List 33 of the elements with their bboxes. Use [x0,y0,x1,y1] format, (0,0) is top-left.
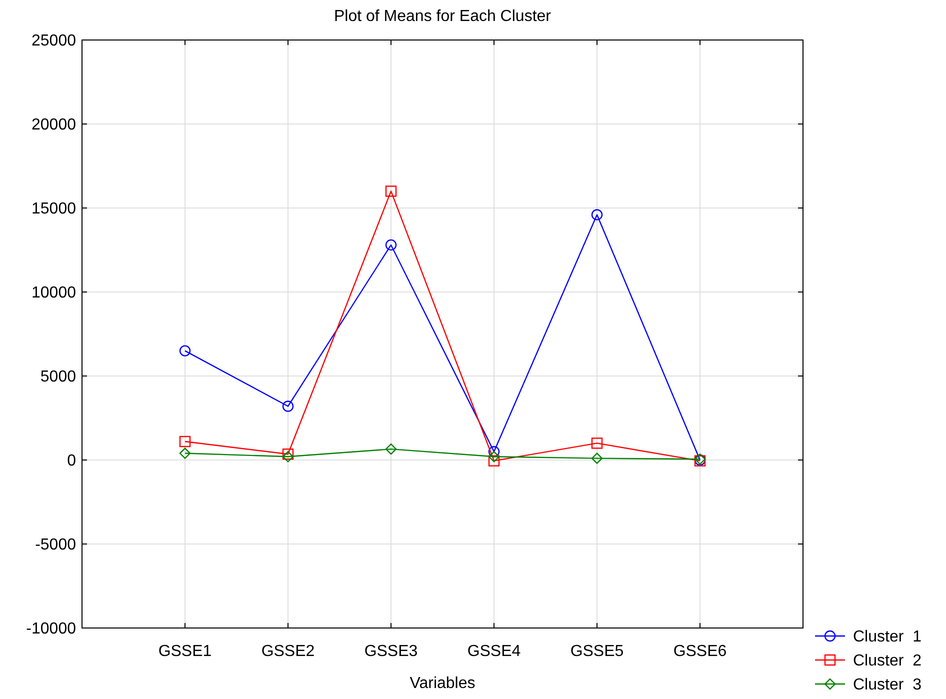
point [179,448,191,459]
point [179,345,191,356]
y-tick-label: 0 [67,452,76,470]
point [282,451,294,462]
point [488,455,500,466]
y-tick-label: 15000 [32,200,76,218]
x-axis-title: Variables [410,675,476,692]
y-tick-label: 25000 [32,32,76,50]
y-tick-label: -5000 [35,536,76,554]
legend-label: Cluster 2 [853,652,922,670]
x-tick-label: GSSE5 [570,643,624,660]
x-tick-label: GSSE4 [467,643,521,660]
point [488,451,500,462]
y-tick-label: 10000 [32,284,76,302]
x-tick-label: GSSE6 [673,643,727,660]
x-tick-label: GSSE2 [261,643,315,660]
legend-label: Cluster 3 [853,676,922,694]
y-tick-label: 20000 [32,116,76,134]
point [385,239,397,251]
y-tick-label: -10000 [26,620,76,638]
x-tick-label: GSSE1 [158,643,212,660]
point [591,209,603,220]
legend-label: Cluster 1 [853,628,922,646]
point [179,436,191,448]
point [282,448,294,460]
point [385,443,397,455]
point [282,400,294,412]
y-tick-label: 5000 [40,368,76,386]
chart-title: Plot of Means for Each Cluster [334,8,552,25]
x-tick-label: GSSE3 [364,643,418,660]
point [591,452,603,464]
point [385,186,397,197]
point [591,438,603,449]
